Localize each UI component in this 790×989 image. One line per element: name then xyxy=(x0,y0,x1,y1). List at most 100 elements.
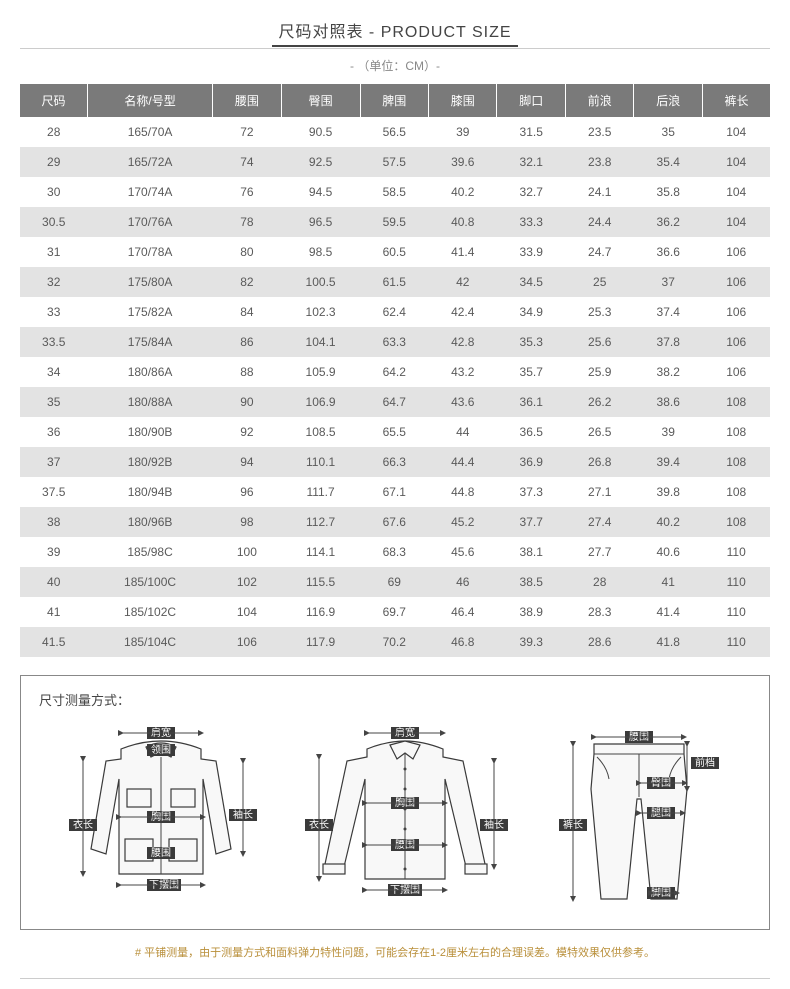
cell: 25.9 xyxy=(565,357,633,387)
cell: 38.5 xyxy=(497,567,565,597)
cell: 170/76A xyxy=(87,207,212,237)
cell: 104 xyxy=(702,177,770,207)
cell: 108 xyxy=(702,447,770,477)
cell: 44 xyxy=(429,417,497,447)
cell: 96 xyxy=(213,477,281,507)
cell: 39 xyxy=(429,117,497,147)
cell: 27.1 xyxy=(565,477,633,507)
cell: 108.5 xyxy=(281,417,360,447)
cell: 40.8 xyxy=(429,207,497,237)
cell: 94 xyxy=(213,447,281,477)
cell: 39 xyxy=(634,417,702,447)
cell: 58.5 xyxy=(360,177,428,207)
cell: 30.5 xyxy=(20,207,87,237)
cell: 32 xyxy=(20,267,87,297)
cell: 38.2 xyxy=(634,357,702,387)
cell: 26.8 xyxy=(565,447,633,477)
cell: 100.5 xyxy=(281,267,360,297)
cell: 165/72A xyxy=(87,147,212,177)
table-row: 30.5170/76A7896.559.540.833.324.436.2104 xyxy=(20,207,770,237)
cell: 106 xyxy=(702,357,770,387)
table-row: 34180/86A88105.964.243.235.725.938.2106 xyxy=(20,357,770,387)
cell: 44.4 xyxy=(429,447,497,477)
cell: 37.4 xyxy=(634,297,702,327)
cell: 92.5 xyxy=(281,147,360,177)
cell: 37.3 xyxy=(497,477,565,507)
table-row: 28165/70A7290.556.53931.523.535104 xyxy=(20,117,770,147)
cell: 98.5 xyxy=(281,237,360,267)
cell: 38.6 xyxy=(634,387,702,417)
cell: 185/98C xyxy=(87,537,212,567)
cell: 41 xyxy=(20,597,87,627)
cell: 64.7 xyxy=(360,387,428,417)
cell: 40.6 xyxy=(634,537,702,567)
cell: 59.5 xyxy=(360,207,428,237)
cell: 104 xyxy=(702,147,770,177)
cell: 28.6 xyxy=(565,627,633,657)
cell: 61.5 xyxy=(360,267,428,297)
cell: 180/86A xyxy=(87,357,212,387)
cell: 104 xyxy=(702,207,770,237)
cell: 40 xyxy=(20,567,87,597)
cell: 110.1 xyxy=(281,447,360,477)
table-row: 35180/88A90106.964.743.636.126.238.6108 xyxy=(20,387,770,417)
cell: 74 xyxy=(213,147,281,177)
cell: 106 xyxy=(213,627,281,657)
svg-text:腰围: 腰围 xyxy=(151,847,171,859)
cell: 43.6 xyxy=(429,387,497,417)
cell: 25.6 xyxy=(565,327,633,357)
cell: 38.9 xyxy=(497,597,565,627)
cell: 35.8 xyxy=(634,177,702,207)
cell: 45.2 xyxy=(429,507,497,537)
table-row: 39185/98C100114.168.345.638.127.740.6110 xyxy=(20,537,770,567)
table-row: 30170/74A7694.558.540.232.724.135.8104 xyxy=(20,177,770,207)
cell: 24.1 xyxy=(565,177,633,207)
table-row: 41185/102C104116.969.746.438.928.341.411… xyxy=(20,597,770,627)
cell: 39.8 xyxy=(634,477,702,507)
cell: 39.6 xyxy=(429,147,497,177)
cell: 69.7 xyxy=(360,597,428,627)
cell: 66.3 xyxy=(360,447,428,477)
cell: 170/74A xyxy=(87,177,212,207)
cell: 86 xyxy=(213,327,281,357)
col-header: 前浪 xyxy=(565,84,633,117)
cell: 67.6 xyxy=(360,507,428,537)
cell: 102.3 xyxy=(281,297,360,327)
cell: 115.5 xyxy=(281,567,360,597)
table-row: 40185/100C102115.5694638.52841110 xyxy=(20,567,770,597)
size-table: 尺码名称/号型腰围臀围脾围膝围脚口前浪后浪裤长 28165/70A7290.55… xyxy=(20,84,770,657)
cell: 69 xyxy=(360,567,428,597)
cell: 34.5 xyxy=(497,267,565,297)
cell: 37 xyxy=(634,267,702,297)
cell: 37 xyxy=(20,447,87,477)
cell: 33.3 xyxy=(497,207,565,237)
svg-text:前档: 前档 xyxy=(695,756,715,769)
cell: 26.5 xyxy=(565,417,633,447)
cell: 84 xyxy=(213,297,281,327)
jacket-diagram: 肩宽 领围 胸围 腰围 下摆围 衣长 袖长 xyxy=(51,719,271,919)
cell: 72 xyxy=(213,117,281,147)
cell: 31 xyxy=(20,237,87,267)
cell: 31.5 xyxy=(497,117,565,147)
cell: 88 xyxy=(213,357,281,387)
cell: 180/88A xyxy=(87,387,212,417)
cell: 35.3 xyxy=(497,327,565,357)
cell: 35 xyxy=(634,117,702,147)
col-header: 腰围 xyxy=(213,84,281,117)
cell: 40.2 xyxy=(634,507,702,537)
col-header: 后浪 xyxy=(634,84,702,117)
cell: 106 xyxy=(702,267,770,297)
footer-note: # 平铺测量，由于测量方式和面料弹力特性问题，可能会存在1-2厘米左右的合理误差… xyxy=(20,944,770,979)
cell: 32.7 xyxy=(497,177,565,207)
cell: 185/104C xyxy=(87,627,212,657)
pants-diagram: 腰围 前档 臀围 腿围 脚围 裤长 xyxy=(539,719,739,919)
cell: 34 xyxy=(20,357,87,387)
cell: 110 xyxy=(702,597,770,627)
table-row: 41.5185/104C106117.970.246.839.328.641.8… xyxy=(20,627,770,657)
cell: 96.5 xyxy=(281,207,360,237)
cell: 116.9 xyxy=(281,597,360,627)
col-header: 脾围 xyxy=(360,84,428,117)
cell: 33.9 xyxy=(497,237,565,267)
cell: 117.9 xyxy=(281,627,360,657)
cell: 110 xyxy=(702,567,770,597)
